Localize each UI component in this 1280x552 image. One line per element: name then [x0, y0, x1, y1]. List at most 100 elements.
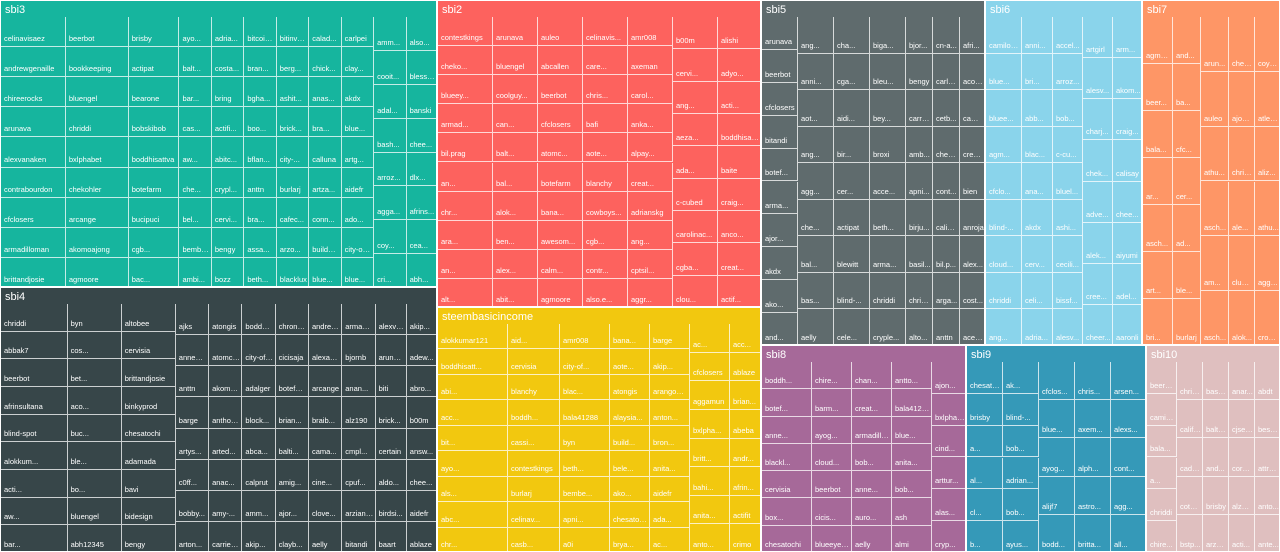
treemap-tile[interactable]: bri... — [1022, 53, 1053, 91]
treemap-tile[interactable]: alishi — [718, 17, 760, 50]
treemap-tile[interactable]: botef... — [762, 389, 812, 417]
treemap-tile[interactable]: bob... — [1003, 489, 1039, 522]
treemap-tile[interactable]: acost... — [960, 54, 984, 91]
treemap-tile[interactable]: cryple... — [870, 309, 906, 344]
treemap-tile[interactable]: alexvana... — [375, 304, 407, 336]
treemap-tile[interactable]: bra... — [244, 197, 277, 228]
treemap-tile[interactable]: bearone — [128, 77, 180, 108]
treemap-tile[interactable]: chee... — [406, 119, 436, 153]
treemap-tile[interactable]: acc... — [438, 400, 508, 426]
treemap-tile[interactable]: bembe... — [560, 476, 610, 503]
treemap-tile[interactable]: boddh... — [762, 362, 812, 390]
treemap-tile[interactable]: armadilloman — [852, 416, 892, 444]
treemap-tile[interactable]: cloud... — [812, 443, 852, 472]
treemap-tile[interactable]: cervi... — [673, 49, 718, 82]
treemap-tile[interactable]: ako... — [762, 280, 798, 314]
treemap-tile[interactable]: bengy — [211, 227, 245, 258]
treemap-tile[interactable]: acce... — [870, 163, 906, 200]
treemap-tile[interactable]: crosh... — [1255, 291, 1279, 344]
treemap-tile[interactable]: carlpei — [933, 53, 960, 91]
treemap-tile[interactable]: bflan... — [244, 137, 277, 168]
treemap-tile[interactable]: bala... — [1147, 425, 1177, 458]
treemap-tile[interactable]: cind... — [932, 426, 965, 458]
treemap-tile[interactable]: biti — [375, 366, 407, 398]
treemap-tile[interactable]: cpuf... — [342, 459, 376, 491]
treemap-tile[interactable]: coyot... — [1255, 17, 1279, 72]
treemap-tile[interactable]: blewitt — [834, 236, 870, 273]
treemap-tile[interactable]: agmoore — [66, 257, 129, 286]
treemap-tile[interactable]: brittа... — [1075, 514, 1111, 551]
treemap-tile[interactable]: a... — [1147, 457, 1177, 490]
treemap-tile[interactable]: chekohler — [65, 167, 129, 198]
treemap-tile[interactable]: actif... — [718, 276, 760, 306]
treemap-tile[interactable]: alijf7 — [1039, 476, 1075, 515]
treemap-tile[interactable]: ang... — [628, 220, 673, 250]
treemap-tile[interactable]: brian... — [275, 397, 309, 429]
treemap-tile[interactable]: cele... — [834, 309, 870, 344]
treemap-tile[interactable]: bitandi — [342, 521, 376, 551]
treemap-tile[interactable]: ble... — [1173, 252, 1201, 299]
treemap-tile[interactable]: chireerocks — [1, 77, 66, 108]
treemap-tile[interactable]: ashi... — [1053, 199, 1083, 237]
treemap-tile[interactable]: balt... — [179, 47, 212, 78]
treemap-tile[interactable]: basil... — [906, 236, 933, 273]
treemap-tile[interactable]: actifit — [730, 496, 760, 525]
treemap-tile[interactable]: celinavis... — [583, 17, 628, 47]
treemap-tile[interactable]: contestkings — [508, 451, 560, 477]
treemap-tile[interactable]: aldo... — [375, 459, 407, 491]
treemap-tile[interactable]: chronocrypto — [275, 304, 309, 336]
treemap-tile[interactable]: alexvanaken — [1, 137, 66, 168]
treemap-tile[interactable]: bjornb — [342, 335, 376, 367]
treemap-tile[interactable]: actipat — [834, 199, 870, 237]
treemap-tile[interactable]: alok... — [493, 191, 538, 221]
treemap-tile[interactable]: bxlpha... — [690, 409, 730, 439]
treemap-tile[interactable]: bafi — [583, 104, 628, 134]
treemap-tile[interactable]: cada... — [1177, 438, 1203, 477]
treemap-tile[interactable]: boddhisattva — [242, 304, 276, 336]
treemap-tile[interactable]: cri... — [374, 254, 407, 286]
treemap-tile[interactable]: che... — [798, 199, 834, 237]
treemap-tile[interactable]: bar... — [179, 77, 212, 108]
treemap-tile[interactable]: b00m — [406, 397, 436, 429]
treemap-tile[interactable]: bash... — [374, 118, 407, 153]
treemap-tile[interactable]: abi... — [438, 374, 508, 401]
treemap-tile[interactable]: adalger — [242, 366, 276, 398]
treemap-tile[interactable]: chee... — [1113, 182, 1141, 223]
treemap-tile[interactable]: ac... — [650, 527, 690, 551]
treemap-tile[interactable]: artza... — [309, 167, 342, 198]
treemap-tile[interactable]: cfclos... — [1039, 362, 1075, 401]
treemap-tile[interactable]: al... — [967, 457, 1003, 490]
treemap-tile[interactable]: bessel — [1255, 400, 1279, 439]
treemap-tile[interactable]: bluengel — [493, 46, 538, 76]
treemap-tile[interactable]: boddhisatt... — [438, 349, 508, 375]
treemap-tile[interactable]: aidi... — [834, 90, 870, 127]
treemap-tile[interactable]: city-... — [276, 137, 310, 168]
treemap-tile[interactable]: amig... — [275, 459, 309, 491]
treemap-tile[interactable]: bo... — [67, 470, 122, 498]
treemap-tile[interactable]: dlx... — [406, 153, 436, 187]
treemap-tile[interactable]: buc... — [67, 414, 122, 443]
treemap-tile[interactable]: akomoaj... — [209, 366, 243, 398]
treemap-tile[interactable]: brian... — [730, 381, 760, 410]
treemap-tile[interactable]: ayo... — [179, 17, 212, 48]
treemap-tile[interactable]: bluengel — [65, 77, 129, 108]
treemap-tile[interactable]: ayog... — [1039, 438, 1075, 477]
treemap-tile[interactable]: can... — [493, 104, 538, 134]
treemap-tile[interactable]: bana... — [538, 191, 583, 221]
treemap-tile[interactable]: apni... — [906, 163, 933, 200]
treemap-tile[interactable]: abb... — [1022, 90, 1053, 127]
treemap-tile[interactable]: botef... — [762, 148, 798, 182]
treemap-tile[interactable]: agmoore — [1143, 17, 1173, 64]
treemap-tile[interactable]: anthony... — [209, 397, 243, 429]
treemap-tile[interactable]: bob... — [1053, 90, 1083, 127]
treemap-tile[interactable]: arcange — [308, 366, 343, 398]
treemap-tile[interactable]: cervisia — [121, 331, 176, 360]
treemap-tile[interactable]: birdsi... — [375, 490, 407, 522]
treemap-tile[interactable]: ac... — [690, 324, 730, 353]
treemap-tile[interactable]: abca... — [242, 428, 276, 460]
treemap-tile[interactable]: also.e... — [583, 278, 628, 306]
treemap-tile[interactable]: cea... — [406, 220, 436, 255]
treemap-tile[interactable]: aid... — [508, 324, 560, 350]
treemap-tile[interactable]: clou... — [673, 275, 718, 306]
treemap-tile[interactable]: aliz... — [1255, 127, 1279, 182]
